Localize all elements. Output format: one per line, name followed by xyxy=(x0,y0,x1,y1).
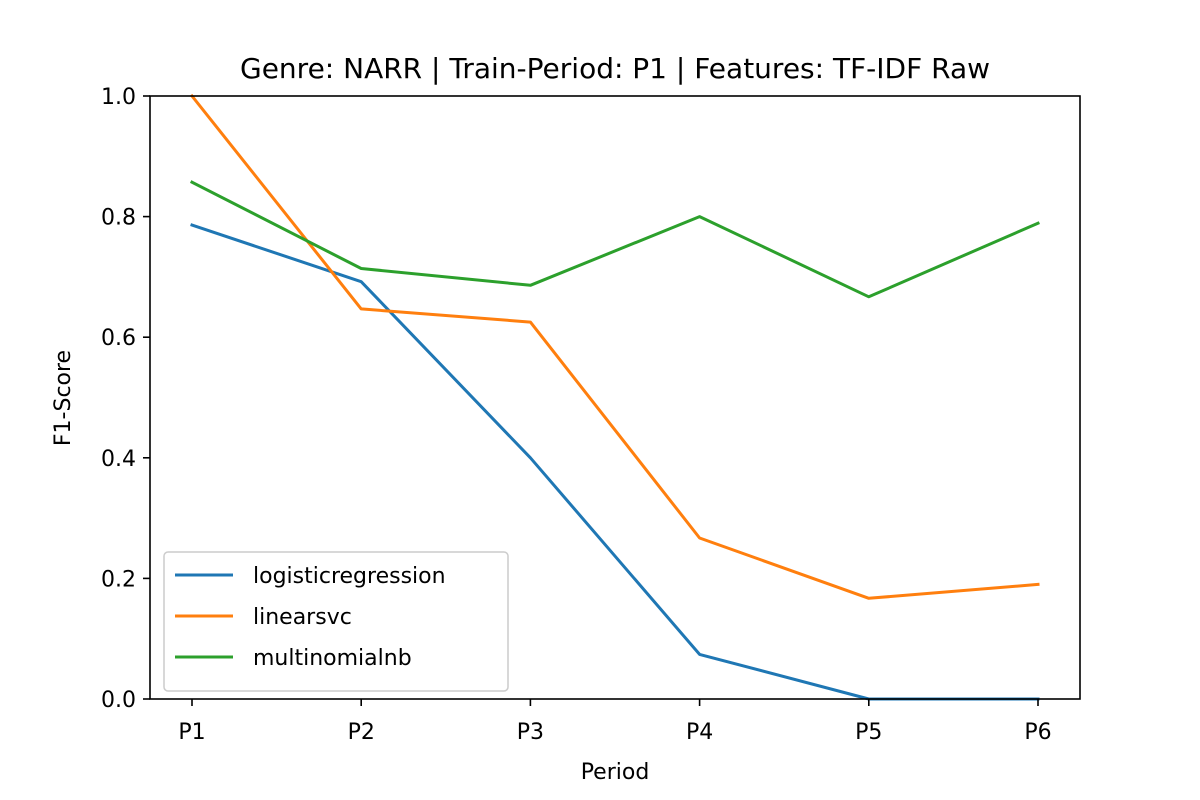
y-tick-label: 0.2 xyxy=(101,567,136,592)
y-tick-label: 0.0 xyxy=(101,688,136,713)
x-tick-label: P4 xyxy=(686,720,713,745)
x-tick-label: P2 xyxy=(348,720,375,745)
series-line-multinomialnb xyxy=(189,180,1040,299)
legend-label-linearsvc: linearsvc xyxy=(253,605,352,630)
chart-title: Genre: NARR | Train-Period: P1 | Feature… xyxy=(240,52,990,85)
y-axis-title: F1-Score xyxy=(51,350,76,446)
y-tick-label: 1.0 xyxy=(101,85,136,110)
series-line-linearsvc xyxy=(189,93,1040,600)
y-tick-label: 0.6 xyxy=(101,326,136,351)
y-tick-label: 0.4 xyxy=(101,447,136,472)
legend-label-multinomialnb: multinomialnb xyxy=(253,646,412,671)
axes-frame xyxy=(149,95,1081,700)
x-tick-label: P6 xyxy=(1024,720,1051,745)
x-tick-label: P3 xyxy=(517,720,544,745)
y-tick-label: 0.8 xyxy=(101,206,136,231)
legend-box xyxy=(163,551,509,692)
x-tick-label: P1 xyxy=(178,720,205,745)
legend: logisticregression linearsvc multinomialnb xyxy=(163,551,509,692)
x-axis-title: Period xyxy=(581,760,650,785)
x-tick-label: P5 xyxy=(855,720,882,745)
axes: P1 P2 P3 P4 P5 P6 0.0 0.2 0.4 0.6 0.8 1.0 xyxy=(101,85,1081,745)
legend-label-logisticregression: logisticregression xyxy=(253,564,446,589)
